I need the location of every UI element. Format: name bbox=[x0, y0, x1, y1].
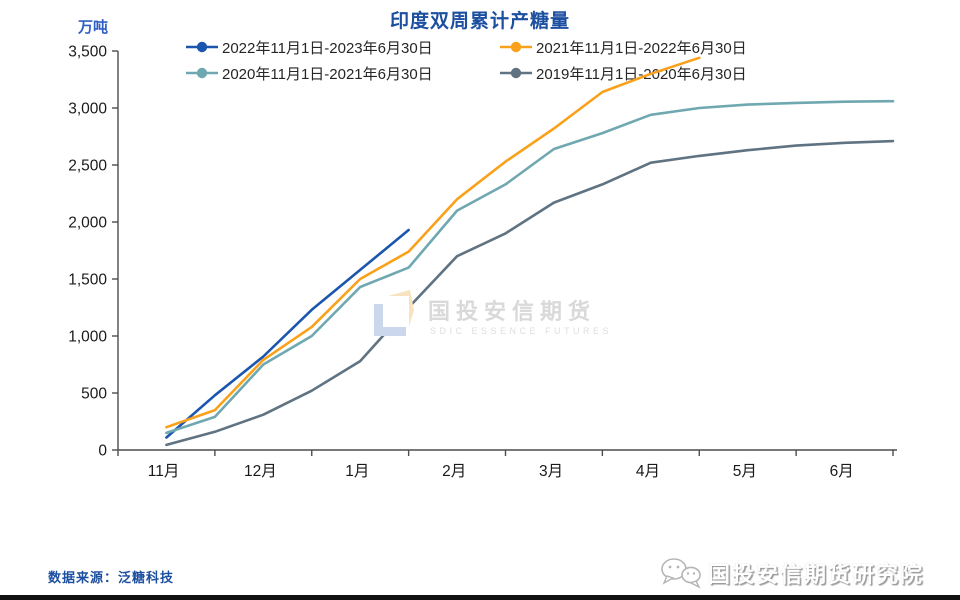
y-tick-label: 500 bbox=[81, 386, 107, 403]
brand-text: 国投安信期货研究院 bbox=[708, 562, 925, 587]
legend-label: 2021年11月1日-2022年6月30日 bbox=[536, 39, 747, 57]
watermark-logo-icon bbox=[374, 290, 414, 336]
watermark: 国投安信期货 SDIC ESSENCE FUTURES bbox=[370, 286, 630, 346]
watermark-cn-text: 国投安信期货 bbox=[428, 299, 597, 324]
x-tick-label: 3月 bbox=[539, 463, 563, 480]
y-tick-label: 0 bbox=[98, 443, 107, 460]
legend-label: 2020年11月1日-2021年6月30日 bbox=[222, 65, 433, 83]
legend-item: 2021年11月1日-2022年6月30日 bbox=[500, 36, 747, 58]
legend-item: 2022年11月1日-2023年6月30日 bbox=[186, 36, 433, 58]
x-tick-label: 11月 bbox=[148, 463, 180, 480]
legend-marker-icon bbox=[500, 67, 532, 79]
y-tick-label: 3,500 bbox=[68, 44, 107, 61]
x-tick-label: 12月 bbox=[244, 463, 277, 480]
series-line bbox=[165, 99, 895, 435]
watermark-en-text: SDIC ESSENCE FUTURES bbox=[430, 326, 613, 336]
x-tick-label: 2月 bbox=[442, 463, 466, 480]
y-tick-label: 2,000 bbox=[68, 215, 107, 232]
x-tick-label: 1月 bbox=[345, 463, 369, 480]
series-line bbox=[165, 56, 701, 429]
x-tick-label: 5月 bbox=[733, 463, 757, 480]
chart-title: 印度双周累计产糖量 bbox=[389, 11, 570, 32]
y-tick-label: 1,000 bbox=[68, 329, 107, 346]
x-tick-label: 6月 bbox=[830, 463, 854, 480]
legend-label: 2019年11月1日-2020年6月30日 bbox=[536, 65, 747, 83]
data-source-note: 数据来源：泛糖科技 bbox=[48, 570, 175, 585]
y-tick-label: 1,500 bbox=[68, 272, 107, 289]
data-series-lines bbox=[165, 56, 895, 447]
legend-item: 2020年11月1日-2021年6月30日 bbox=[186, 62, 433, 84]
series-line bbox=[165, 139, 895, 447]
y-tick-label: 3,000 bbox=[68, 101, 107, 118]
plot-area: 0 500 1,000 1,500 2,000 2,500 3,000 3,500 11月 12月… bbox=[68, 44, 897, 481]
legend-marker-icon bbox=[186, 41, 218, 53]
y-tick-label: 2,500 bbox=[68, 158, 107, 175]
legend-item: 2019年11月1日-2020年6月30日 bbox=[500, 62, 747, 84]
y-axis-unit-label: 万吨 bbox=[78, 19, 109, 36]
legend-marker-icon bbox=[186, 67, 218, 79]
series-line bbox=[165, 228, 410, 439]
legend-label: 2022年11月1日-2023年6月30日 bbox=[222, 39, 433, 57]
legend-marker-icon bbox=[500, 41, 532, 53]
axes bbox=[112, 50, 897, 456]
bottom-black-bar bbox=[0, 595, 960, 600]
x-tick-label: 4月 bbox=[636, 463, 660, 480]
brand-footer: 国投安信期货研究院 bbox=[660, 555, 924, 591]
wechat-icon bbox=[661, 558, 701, 589]
tick-labels: 0 500 1,000 1,500 2,000 2,500 3,000 3,500 11月 12月… bbox=[68, 44, 854, 481]
